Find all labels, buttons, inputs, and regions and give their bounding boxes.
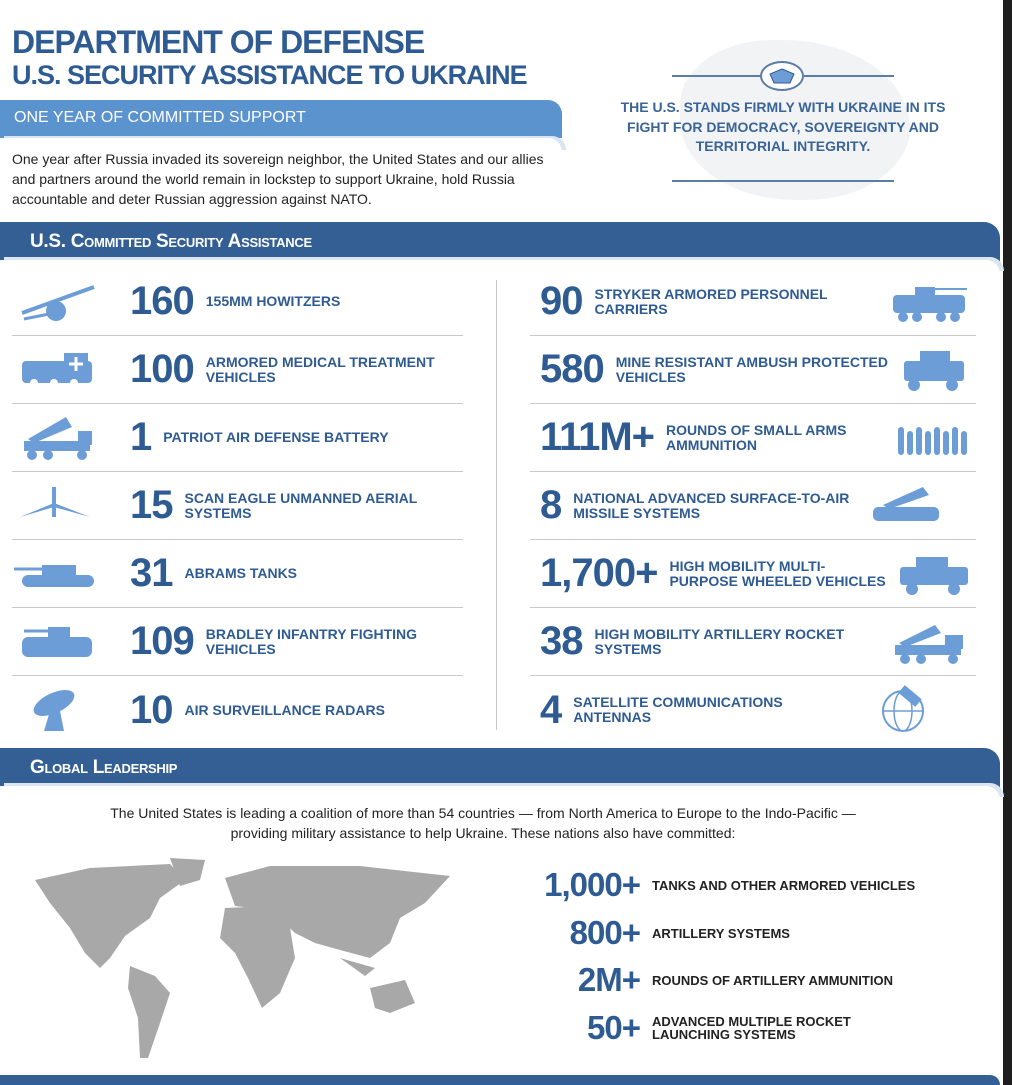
item-count: 1,700+ <box>540 551 658 595</box>
slogan: THE U.S. STANDS FIRMLY WITH UKRAINE IN I… <box>620 99 946 154</box>
banner-curve <box>0 138 562 152</box>
item-label: Armored Medical Treatment Vehicles <box>205 353 435 385</box>
item-count: 31 <box>130 551 173 595</box>
divider-line <box>804 75 894 77</box>
mrap-icon <box>890 345 976 395</box>
assistance-item: 31 Abrams Tanks <box>12 540 463 608</box>
assistance-item: 10 Air Surveillance Radars <box>12 676 463 744</box>
item-label: Air Surveillance Radars <box>184 701 385 718</box>
band-curve <box>0 260 1000 274</box>
stat-value: 50+ <box>587 1009 641 1046</box>
howitzer-icon <box>12 277 102 327</box>
medical-vehicle-icon <box>12 345 102 395</box>
item-label: Mine Resistant Ambush Protected Vehicles <box>615 353 888 385</box>
stat-value: 2M+ <box>577 961 641 998</box>
assistance-item: 4 Satellite Communications Antennas <box>530 676 976 744</box>
section-header-global: Global Leadership <box>0 748 1000 788</box>
assistance-item: 38 High Mobility Artillery Rocket Systems <box>530 608 976 676</box>
stat-label: ADVANCED MULTIPLE ROCKET LAUNCHING SYSTE… <box>652 1014 851 1042</box>
assistance-item: 1,700+ High Mobility Multi-Purpose Wheele… <box>530 540 976 608</box>
global-stat: 1,000+ TANKS AND OTHER ARMORED VEHICLES <box>510 866 915 904</box>
item-label: 155MM Howitzers <box>205 293 341 309</box>
section-header-assistance: U.S. Committed Security Assistance <box>0 222 1000 262</box>
pentagon-seal-icon <box>760 61 804 91</box>
tank-icon <box>12 549 102 599</box>
global-stat: 2M+ ROUNDS OF ARTILLERY AMMUNITION <box>510 961 893 999</box>
item-count: 38 <box>540 619 583 663</box>
assistance-item: 1 Patriot Air Defense Battery <box>12 404 463 472</box>
divider-line <box>672 75 762 77</box>
item-count: 15 <box>130 483 173 527</box>
assistance-item: 580 Mine Resistant Ambush Protected Vehic… <box>530 336 976 404</box>
assistance-item: 90 Stryker Armored Personnel Carriers <box>530 268 976 336</box>
intro-text: One year after Russia invaded its sovere… <box>12 151 544 207</box>
assistance-item: 160 155MM Howitzers <box>12 268 463 336</box>
item-label: Satellite Communications Antennas <box>573 694 783 725</box>
item-label: Bradley Infantry Fighting Vehicles <box>205 625 418 657</box>
assistance-item: 8 National Advanced Surface-to-Air Missil… <box>530 472 976 540</box>
stat-value: 1,000+ <box>544 866 641 903</box>
global-text: The United States is leading a coalition… <box>110 805 856 841</box>
item-label: Rounds of Small Arms Ammunition <box>666 421 847 453</box>
stat-label: ARTILLERY SYSTEMS <box>652 925 790 941</box>
item-count: 4 <box>540 687 562 732</box>
item-count: 100 <box>130 347 195 391</box>
radar-icon <box>12 685 102 735</box>
item-label: Patriot Air Defense Battery <box>163 429 389 445</box>
band-curve <box>0 786 1000 800</box>
item-count: 109 <box>130 619 195 663</box>
page-title: DEPARTMENT OF DEFENSE <box>12 24 425 60</box>
humvee-icon <box>890 549 976 599</box>
himars-icon <box>885 617 971 667</box>
nasams-icon <box>863 481 949 531</box>
global-stat: 800+ ARTILLERY SYSTEMS <box>510 914 790 952</box>
item-label: Abrams Tanks <box>184 565 298 581</box>
stat-label: TANKS AND OTHER ARMORED VEHICLES <box>652 877 916 893</box>
global-stat: 50+ ADVANCED MULTIPLE ROCKET LAUNCHING SY… <box>510 1009 852 1047</box>
patriot-launcher-icon <box>12 413 102 463</box>
ammunition-icon <box>890 413 976 463</box>
item-label: National Advanced Surface-to-Air Missile… <box>573 489 850 521</box>
footer-band <box>0 1075 1000 1085</box>
item-count: 10 <box>130 687 173 732</box>
assistance-item: 100 Armored Medical Treatment Vehicles <box>12 336 463 404</box>
item-label: High Mobility Multi-Purpose Wheeled Vehi… <box>669 557 886 589</box>
assistance-item: 15 Scan Eagle Unmanned Aerial Systems <box>12 472 463 540</box>
column-divider <box>496 280 497 730</box>
stat-value: 800+ <box>569 914 641 951</box>
divider-line <box>672 180 894 182</box>
item-count: 160 <box>130 279 195 323</box>
bradley-icon <box>12 617 102 667</box>
item-label: Stryker Armored Personnel Carriers <box>594 285 828 317</box>
item-count: 1 <box>130 415 152 459</box>
stryker-icon <box>885 277 971 327</box>
window-edge <box>1003 0 1012 1085</box>
world-map <box>35 858 450 1058</box>
assistance-item: 111M+ Rounds of Small Arms Ammunition <box>530 404 976 472</box>
stat-label: ROUNDS OF ARTILLERY AMMUNITION <box>652 972 893 988</box>
item-label: Scan Eagle Unmanned Aerial Systems <box>184 489 418 521</box>
satellite-globe-icon <box>863 685 949 735</box>
drone-icon <box>12 481 102 531</box>
item-count: 580 <box>540 347 605 391</box>
section-banner: ONE YEAR OF COMMITTED SUPPORT <box>0 100 562 138</box>
page-subtitle: U.S. SECURITY ASSISTANCE TO UKRAINE <box>12 60 528 90</box>
item-label: High Mobility Artillery Rocket Systems <box>594 625 845 657</box>
item-count: 8 <box>540 483 562 527</box>
item-count: 90 <box>540 279 583 323</box>
item-count: 111M+ <box>540 415 655 459</box>
assistance-item: 109 Bradley Infantry Fighting Vehicles <box>12 608 463 676</box>
